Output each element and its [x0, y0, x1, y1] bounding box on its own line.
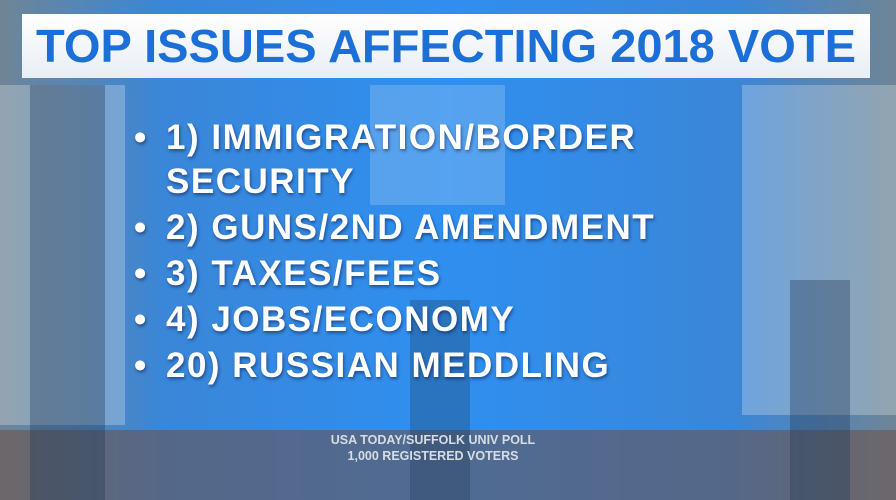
source-line: 1,000 REGISTERED VOTERS [347, 449, 519, 463]
title-svg: TOP ISSUES AFFECTING 2018 VOTE [36, 20, 856, 72]
issue: 1) IMMIGRATION/BORDER SECURITY [130, 116, 720, 204]
title-banner: TOP ISSUES AFFECTING 2018 VOTE [22, 14, 870, 78]
issue: 2) GUNS/2ND AMENDMENT [130, 206, 720, 250]
issue-list: 1) IMMIGRATION/BORDER SECURITY 2) GUNS/2… [130, 116, 720, 390]
issue: 3) TAXES/FEES [130, 252, 720, 296]
issue: 4) JOBS/ECONOMY [130, 298, 720, 342]
source: USA TODAY/SUFFOLK UNIV POLL 1,000 REGIST… [283, 432, 583, 464]
source-line: USA TODAY/SUFFOLK UNIV POLL [330, 433, 536, 447]
issue: 20) RUSSIAN MEDDLING [130, 344, 720, 388]
title: TOP ISSUES AFFECTING 2018 VOTE [36, 20, 856, 72]
